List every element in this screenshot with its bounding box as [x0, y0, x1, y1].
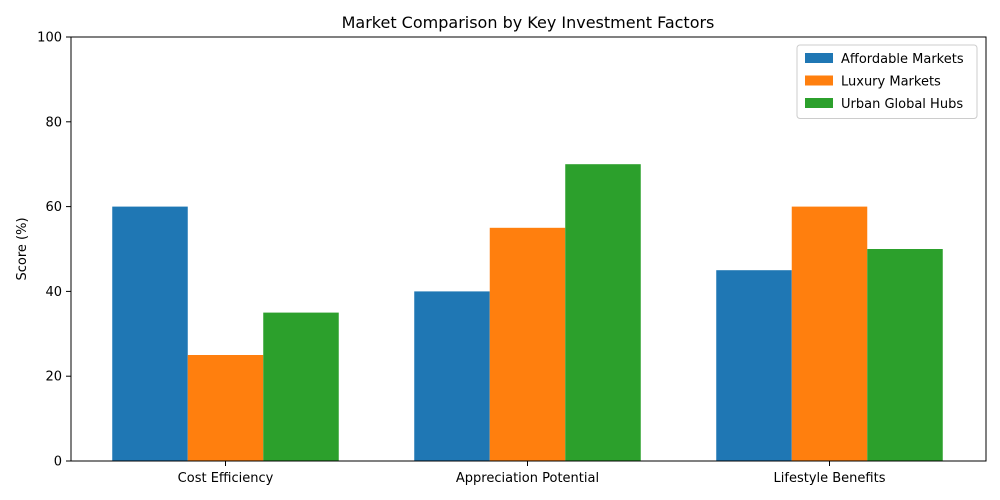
y-tick-label: 40	[45, 285, 62, 300]
plot-frame	[70, 36, 987, 462]
legend-swatch	[805, 75, 833, 86]
bar-luxury-markets-cost-efficiency	[187, 355, 264, 461]
legend-frame	[796, 44, 978, 119]
legend-label: Urban Global Hubs	[841, 97, 963, 112]
plot-area: 0 20 40 60 80 100 Cost Efficiency Appreciation …	[37, 31, 943, 486]
legend: Affordable Markets Luxury Markets Urban Gl…	[796, 44, 978, 119]
bar-affordable-markets-lifestyle-benefits	[716, 270, 792, 461]
x-tick-label: Appreciation Potential	[456, 471, 599, 486]
y-tick-label: 20	[45, 370, 62, 385]
bar-affordable-markets-cost-efficiency	[112, 206, 188, 461]
y-axis-title: Score (%)	[15, 217, 30, 280]
legend-label: Affordable Markets	[841, 52, 964, 67]
bar-urban-global-hubs-appreciation-potential	[565, 164, 641, 461]
legend-swatch	[805, 53, 833, 63]
legend-swatch	[805, 98, 833, 108]
bar-affordable-markets-appreciation-potential	[414, 291, 490, 461]
chart-title: Market Comparison by Key Investment Fact…	[342, 13, 715, 32]
bar-urban-global-hubs-cost-efficiency	[263, 312, 339, 461]
y-tick-label: 0	[54, 455, 62, 470]
bar-urban-global-hubs-lifestyle-benefits	[867, 249, 943, 461]
bar-luxury-markets-lifestyle-benefits	[791, 206, 868, 461]
y-tick-label: 60	[45, 200, 62, 215]
legend-label: Luxury Markets	[841, 75, 941, 90]
y-tick-label: 100	[37, 31, 62, 46]
y-tick-label: 80	[45, 115, 62, 130]
bar-luxury-markets-appreciation-potential	[489, 227, 566, 461]
x-tick-label: Cost Efficiency	[178, 471, 274, 486]
x-tick-label: Lifestyle Benefits	[774, 471, 886, 486]
